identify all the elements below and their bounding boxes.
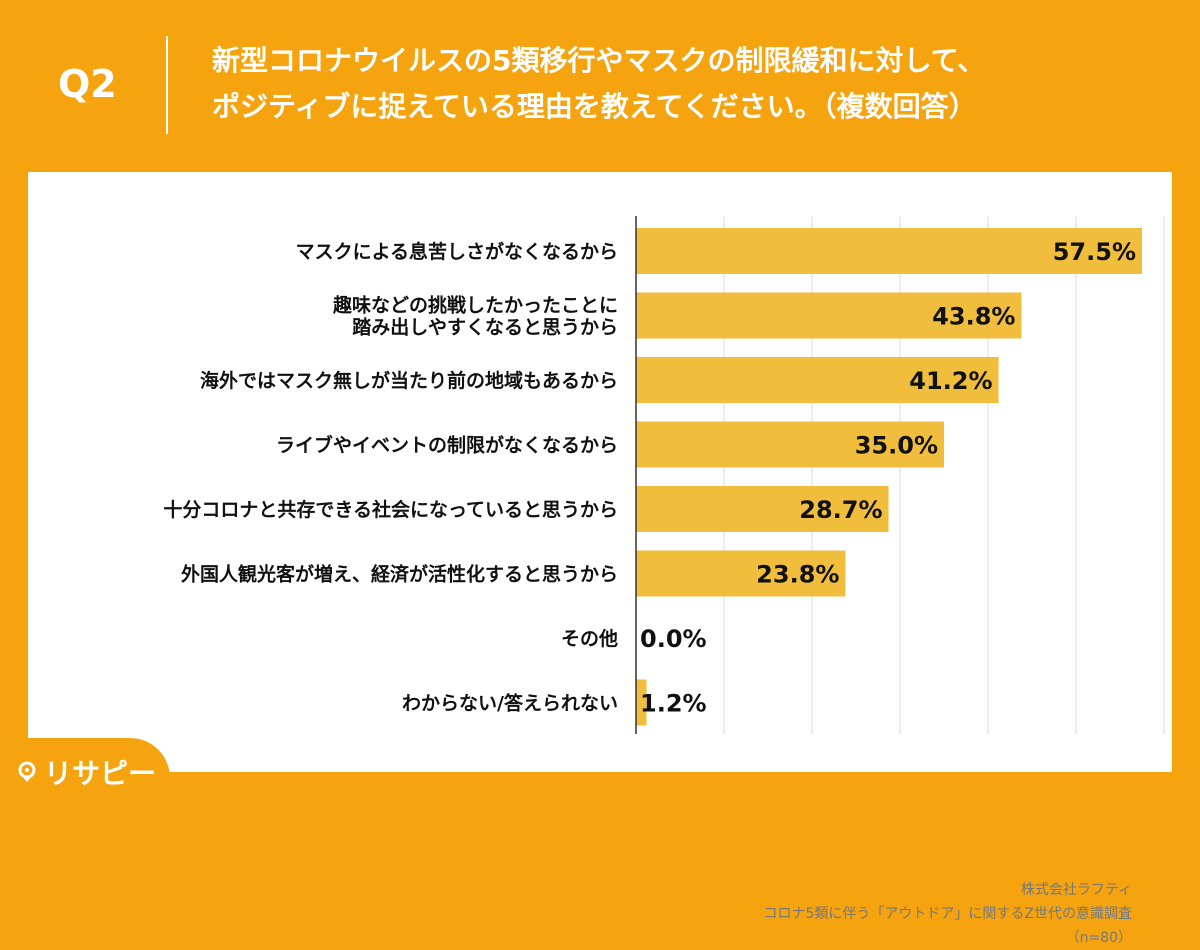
bar bbox=[636, 228, 1142, 274]
bar bbox=[636, 486, 889, 532]
data-label: 41.2% bbox=[909, 367, 992, 395]
logo-text: リサピー bbox=[44, 757, 157, 790]
bar bbox=[636, 679, 647, 726]
bar bbox=[636, 550, 846, 597]
credit-survey: コロナ5類に伴う「アウトドア」に関するZ世代の意識調査 bbox=[763, 906, 1133, 922]
category-label: わからない/答えられない bbox=[402, 692, 618, 715]
category-label: 踏み出しやすくなると思うから bbox=[352, 316, 618, 339]
question-title: 新型コロナウイルスの5類移行やマスクの制限緩和に対して、 ポジティブに捉えている… bbox=[212, 38, 1182, 130]
credit-sample: （n=80） bbox=[1065, 930, 1132, 946]
credits: 株式会社ラフティ コロナ5類に伴う「アウトドア」に関するZ世代の意識調査 （n=… bbox=[764, 878, 1133, 950]
data-label: 23.8% bbox=[756, 561, 839, 589]
data-label: 28.7% bbox=[799, 496, 882, 524]
data-label: 43.8% bbox=[932, 303, 1015, 331]
pin-icon bbox=[18, 761, 36, 782]
brand-logo: リサピー bbox=[0, 738, 170, 800]
question-title-line1: 新型コロナウイルスの5類移行やマスクの制限緩和に対して、 bbox=[212, 44, 986, 77]
category-label: 海外ではマスク無しが当たり前の地域もあるから bbox=[200, 369, 618, 392]
category-label: その他 bbox=[561, 627, 618, 650]
question-title-line2: ポジティブに捉えている理由を教えてください。（複数回答） bbox=[212, 90, 977, 123]
category-label: マスクによる息苦しさがなくなるから bbox=[296, 240, 618, 263]
data-label: 57.5% bbox=[1053, 238, 1136, 266]
category-label: 趣味などの挑戦したかったことに bbox=[332, 294, 618, 317]
bar bbox=[636, 357, 999, 403]
bar bbox=[636, 421, 944, 468]
category-label: 十分コロナと共存できる社会になっていると思うから bbox=[163, 498, 618, 521]
chart-panel: マスクによる息苦しさがなくなるから 57.5% 趣味などの挑戦したかったことに 踏み出… bbox=[28, 172, 1172, 946]
bar bbox=[636, 292, 1022, 339]
category-label: 外国人観光客が増え、経済が活性化すると思うから bbox=[181, 563, 618, 586]
credit-company: 株式会社ラフティ bbox=[1020, 882, 1132, 898]
data-label: 1.2% bbox=[640, 690, 707, 718]
header-divider bbox=[166, 36, 168, 134]
header: Q2 新型コロナウイルスの5類移行やマスクの制限緩和に対して、 ポジティブに捉え… bbox=[0, 0, 1200, 170]
question-label: Q2 bbox=[58, 62, 117, 106]
bar-chart: マスクによる息苦しさがなくなるから 57.5% 趣味などの挑戦したかったことに踏み出… bbox=[163, 216, 1165, 734]
category-label: ライブやイベントの制限がなくなるから bbox=[276, 434, 618, 457]
data-label: 35.0% bbox=[855, 432, 938, 460]
data-label: 0.0% bbox=[640, 625, 707, 653]
